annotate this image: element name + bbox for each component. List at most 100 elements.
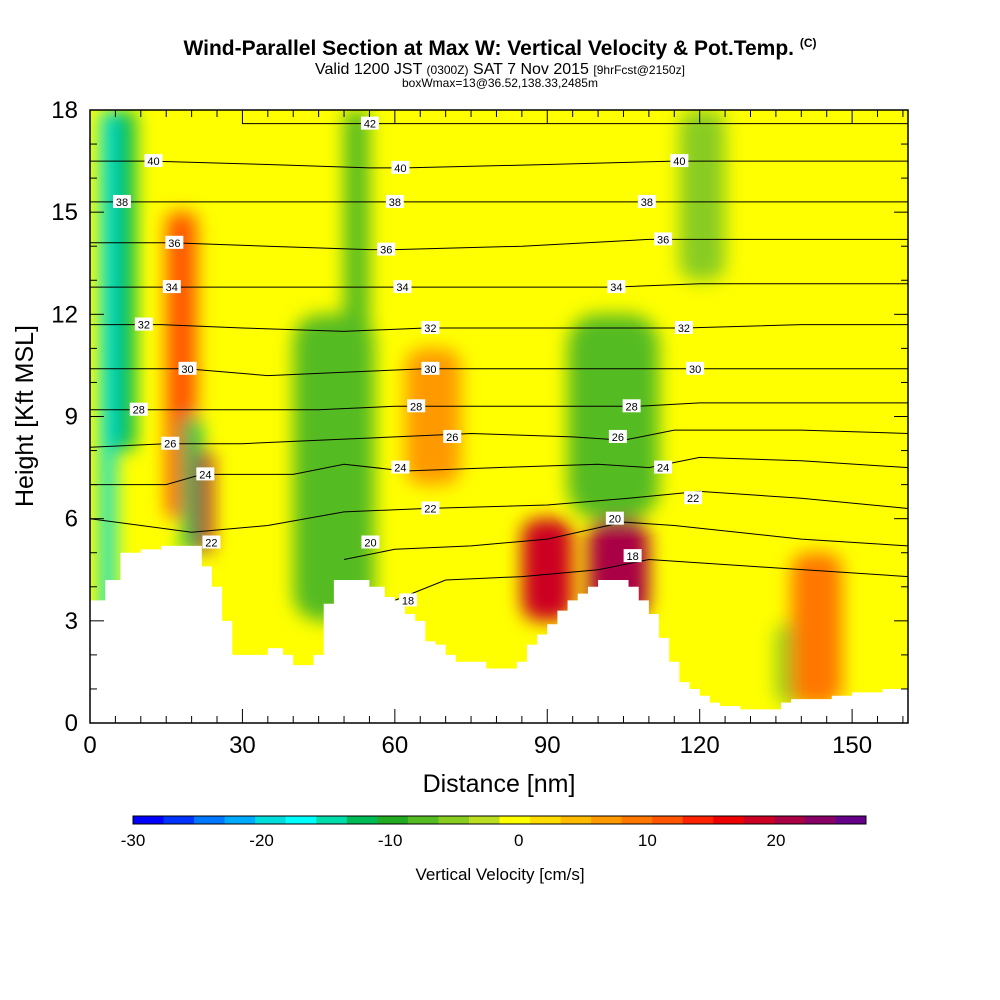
terrain	[90, 545, 908, 723]
theta-label-bg	[399, 593, 418, 607]
velocity-cell	[567, 314, 660, 519]
y-tick-label: 0	[65, 710, 78, 737]
terrain-surface	[90, 545, 908, 723]
theta-label-text: 36	[657, 234, 669, 246]
velocity-cell	[293, 314, 375, 621]
theta-label-text: 30	[689, 364, 701, 376]
theta-label-text: 28	[625, 401, 637, 413]
colorbar-swatch	[285, 816, 317, 824]
theta-contour-24	[90, 456, 908, 486]
colorbar-tick-label: 10	[638, 831, 657, 850]
theta-label-bg	[623, 549, 642, 563]
theta-label-bg	[686, 361, 705, 375]
theta-label-text: 24	[657, 463, 669, 475]
theta-label: 26	[161, 436, 180, 451]
theta-label-text: 34	[166, 282, 178, 294]
colorbar-swatch	[621, 816, 653, 824]
y-tick-label: 12	[51, 301, 78, 328]
theta-label-bg	[144, 154, 163, 168]
theta-label-bg	[670, 154, 689, 168]
colorbar-swatch	[133, 816, 165, 824]
theta-label: 22	[684, 491, 703, 505]
colorbar-swatch	[652, 816, 684, 824]
colorbar-swatch	[530, 816, 562, 824]
colorbar-swatch	[804, 816, 836, 824]
theta-label-text: 22	[205, 538, 217, 550]
colorbar-swatch	[591, 816, 623, 824]
velocity-cell	[521, 518, 573, 621]
theta-label-text: 28	[133, 405, 145, 417]
theta-label-bg	[361, 535, 380, 549]
theta-label-bg	[161, 436, 180, 450]
colorbar-swatch	[468, 816, 500, 824]
theta-label-bg	[684, 491, 703, 505]
velocity-field	[100, 110, 842, 723]
theta-label-text: 32	[424, 323, 436, 335]
theta-label-bg	[607, 280, 626, 294]
theta-label-bg	[113, 194, 132, 208]
theta-label-text: 34	[396, 282, 408, 294]
colorbar-swatch	[377, 816, 409, 824]
theta-label-text: 26	[446, 432, 458, 444]
theta-label-text: 36	[380, 245, 392, 257]
theta-label-text: 24	[394, 463, 406, 475]
theta-contour-28	[90, 402, 908, 411]
theta-label-bg	[393, 280, 412, 294]
theta-label-text: 30	[181, 364, 193, 376]
theta-label-bg	[674, 320, 693, 334]
theta-label-text: 18	[402, 595, 414, 607]
theta-label-bg	[165, 235, 184, 249]
theta-label: 36	[377, 242, 396, 257]
colorbar-swatch	[194, 816, 226, 824]
theta-contour-18	[394, 558, 908, 601]
theta-label-bg	[421, 501, 440, 515]
theta-label: 26	[608, 429, 627, 444]
theta-label: 28	[129, 402, 148, 417]
y-tick-label: 6	[65, 506, 78, 533]
theta-label: 30	[686, 361, 705, 376]
velocity-cell	[344, 110, 370, 383]
theta-label: 36	[165, 235, 184, 250]
colorbar-label: Vertical Velocity [cm/s]	[415, 865, 584, 884]
theta-label-text: 26	[164, 439, 176, 451]
valid-date: SAT 7 Nov 2015	[473, 61, 589, 78]
theta-contour-30	[90, 368, 908, 377]
y-tick-label: 15	[51, 199, 78, 226]
theta-label-text: 38	[389, 197, 401, 209]
chart-subtitle: Valid 1200 JST (0300Z) SAT 7 Nov 2015 [9…	[0, 61, 1000, 79]
colorbar-swatch	[316, 816, 348, 824]
theta-label: 34	[607, 280, 626, 294]
colorbar-swatch	[560, 816, 592, 824]
theta-label: 24	[654, 460, 673, 475]
velocity-patches	[100, 110, 842, 723]
theta-label-text: 40	[394, 163, 406, 175]
x-tick-label: 150	[832, 732, 872, 759]
colorbar: -30 -20 -10 0 10 20	[121, 815, 867, 850]
theta-label-bg	[421, 361, 440, 375]
theta-label-bg	[134, 317, 153, 331]
theta-label-text: 40	[673, 156, 685, 168]
y-tick-label: 9	[65, 404, 78, 431]
valid-zulu: (0300Z)	[426, 63, 469, 77]
y-tick-label: 18	[51, 97, 78, 124]
theta-contour-34	[90, 283, 908, 288]
theta-label: 18	[623, 549, 642, 563]
theta-label-bg	[622, 399, 641, 413]
valid-prefix: Valid 1200 JST	[315, 61, 423, 78]
theta-label-text: 28	[410, 401, 422, 413]
theta-contour-22	[90, 490, 908, 533]
theta-label: 32	[674, 320, 693, 335]
theta-label: 26	[443, 429, 462, 444]
theta-label: 38	[113, 194, 132, 209]
velocity-cell	[791, 552, 842, 706]
colorbar-tick-label: -30	[121, 831, 146, 850]
theta-label: 24	[391, 460, 410, 475]
theta-label: 22	[421, 501, 440, 515]
theta-label-text: 32	[678, 323, 690, 335]
chart-title: Wind-Parallel Section at Max W: Vertical…	[0, 36, 1000, 61]
theta-label: 38	[637, 194, 656, 209]
y-tick-label: 3	[65, 608, 78, 635]
colorbar-swatch	[682, 816, 714, 824]
